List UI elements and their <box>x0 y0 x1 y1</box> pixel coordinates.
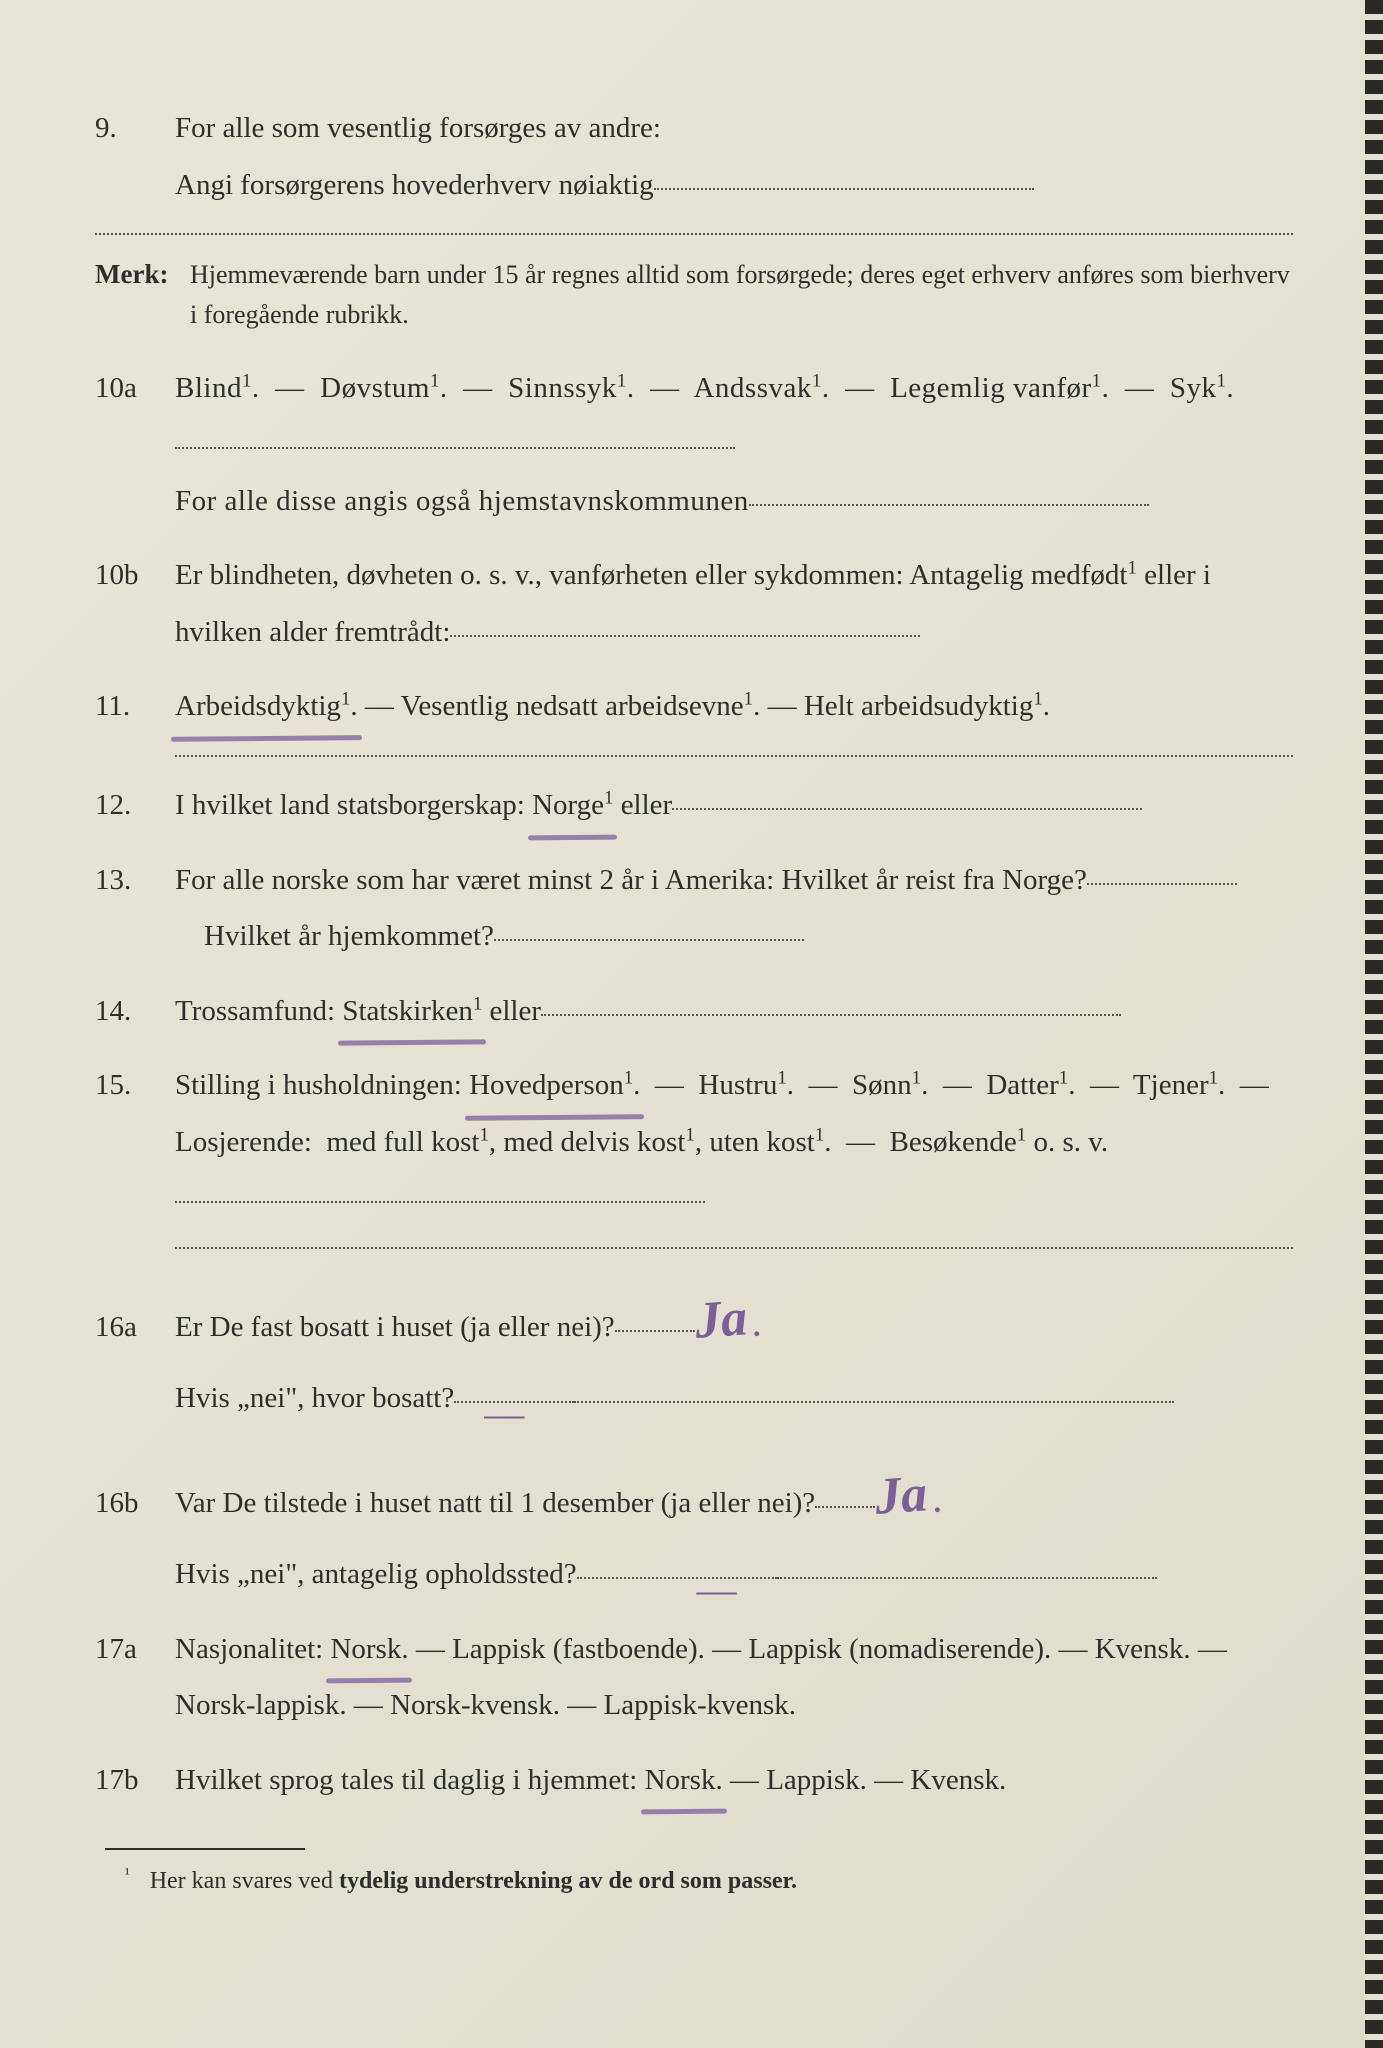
handwritten-dash: — <box>697 1551 737 1629</box>
q12-post: eller <box>613 789 672 821</box>
q-number: 9. <box>95 108 175 149</box>
fill-line <box>672 808 1142 810</box>
fill-line <box>574 1401 1174 1403</box>
fill-line <box>494 939 804 941</box>
question-16a: 16a Er De fast bosatt i huset (ja eller … <box>95 1269 1293 1427</box>
q9-line2: Angi forsørgerens hovederhverv nøiaktig <box>175 169 654 201</box>
handwritten-dash: — <box>484 1375 524 1453</box>
handwritten-dot: . <box>747 1298 762 1357</box>
question-12: 12. I hvilket land statsborgerskap: Norg… <box>95 777 1293 834</box>
q-body: For alle som vesentlig forsørges av andr… <box>175 100 1293 213</box>
perforation-edge <box>1365 0 1383 2048</box>
q13-part2: Hvilket år hjemkommet? <box>204 920 494 952</box>
question-9: 9. For alle som vesentlig forsørges av a… <box>95 100 1293 213</box>
fill-line <box>749 504 1149 506</box>
q15-pre: Stilling i husholdningen: <box>175 1069 469 1101</box>
q-body: Hvilket sprog tales til daglig i hjemmet… <box>175 1752 1293 1809</box>
question-10a: 10a Blind1. — Døvstum1. — Sinnssyk1. — A… <box>95 360 1293 530</box>
fill-line <box>654 188 1034 190</box>
q-number: 10a <box>95 368 175 409</box>
merk-label: Merk: <box>95 256 190 294</box>
q10a-tail: For alle disse angis også hjemstavnskomm… <box>175 485 749 517</box>
q16a-line2: Hvis „nei", hvor bosatt? <box>175 1382 454 1414</box>
q-number: 10b <box>95 555 175 596</box>
footnote-rule <box>105 1848 305 1850</box>
q13-line: For alle norske som har været minst 2 år… <box>175 864 1087 896</box>
fill-line <box>175 1201 705 1203</box>
q-body: Var De tilstede i huset natt til 1 desem… <box>175 1445 1293 1603</box>
q-body: Stilling i husholdningen: Hovedperson1. … <box>175 1057 1293 1227</box>
q16b-line2: Hvis „nei", antagelig opholdssted? <box>175 1558 577 1590</box>
q-body: Nasjonalitet: Norsk. — Lappisk (fastboen… <box>175 1621 1293 1734</box>
fill-line <box>777 1577 1157 1579</box>
q9-line1: For alle som vesentlig forsørges av andr… <box>175 112 661 144</box>
question-13: 13. For alle norske som har været minst … <box>95 852 1293 965</box>
q-body: Arbeidsdyktig1. — Vesentlig nedsatt arbe… <box>175 678 1293 735</box>
q-number: 11. <box>95 686 175 727</box>
fill-line <box>1087 883 1237 885</box>
q12-pre: I hvilket land statsborgerskap: <box>175 789 532 821</box>
q-number: 17a <box>95 1629 175 1670</box>
q-number: 17b <box>95 1760 175 1801</box>
q-body: I hvilket land statsborgerskap: Norge1 e… <box>175 777 1293 834</box>
fill-line-full <box>175 755 1293 757</box>
fill-line: — <box>454 1401 574 1403</box>
q-body: Blind1. — Døvstum1. — Sinnssyk1. — Andss… <box>175 360 1293 530</box>
q-number: 15. <box>95 1065 175 1106</box>
selected-option: Arbeidsdyktig1. <box>175 678 358 735</box>
fill-line: — <box>577 1577 777 1579</box>
fill-line-full <box>175 1247 1293 1249</box>
fill-line <box>815 1506 875 1508</box>
document-page: 9. For alle som vesentlig forsørges av a… <box>0 0 1383 2048</box>
q-number: 14. <box>95 991 175 1032</box>
q17a-pre: Nasjonalitet: <box>175 1633 330 1665</box>
handwritten-dot: . <box>927 1474 942 1533</box>
fill-line <box>541 1014 1121 1016</box>
question-17b: 17b Hvilket sprog tales til daglig i hje… <box>95 1752 1293 1809</box>
q14-post: eller <box>482 995 541 1027</box>
q10a-opts: Blind1. — Døvstum1. — Sinnssyk1. — Andss… <box>175 372 1234 404</box>
q-number: 16b <box>95 1483 175 1524</box>
fill-line <box>450 635 920 637</box>
merk-body: Hjemmeværende barn under 15 år regnes al… <box>190 255 1293 336</box>
footnote-marker: ¹ <box>125 1866 130 1883</box>
question-11: 11. Arbeidsdyktig1. — Vesentlig nedsatt … <box>95 678 1293 735</box>
selected-option: Hovedperson1. <box>469 1057 640 1114</box>
q16b-q: Var De tilstede i huset natt til 1 desem… <box>175 1487 815 1519</box>
question-10b: 10b Er blindheten, døvheten o. s. v., va… <box>95 547 1293 660</box>
q-number: 12. <box>95 785 175 826</box>
form-content: 9. For alle som vesentlig forsørges av a… <box>95 100 1293 1899</box>
selected-option: Norsk. <box>330 1621 408 1678</box>
fill-line <box>615 1330 695 1332</box>
footnote: ¹ Her kan svares ved tydelig understrekn… <box>125 1864 1293 1899</box>
q-number: 16a <box>95 1307 175 1348</box>
selected-option: Norsk. <box>645 1752 723 1809</box>
question-16b: 16b Var De tilstede i huset natt til 1 d… <box>95 1445 1293 1603</box>
q17b-pre: Hvilket sprog tales til daglig i hjemmet… <box>175 1764 645 1796</box>
footnote-bold: tydelig understrekning av de ord som pas… <box>339 1868 797 1894</box>
question-17a: 17a Nasjonalitet: Norsk. — Lappisk (fast… <box>95 1621 1293 1734</box>
question-14: 14. Trossamfund: Statskirken1 eller <box>95 983 1293 1040</box>
q-body: Er blindheten, døvheten o. s. v., vanfør… <box>175 547 1293 660</box>
q11-rest: — Vesentlig nedsatt arbeidsevne1. — Helt… <box>358 690 1050 722</box>
q-body: Trossamfund: Statskirken1 eller <box>175 983 1293 1040</box>
fill-line <box>175 447 735 449</box>
selected-option: Statskirken1 <box>342 983 482 1040</box>
q16a-q: Er De fast bosatt i huset (ja eller nei)… <box>175 1311 615 1343</box>
q-body: For alle norske som har været minst 2 år… <box>175 852 1293 965</box>
q-body: Er De fast bosatt i huset (ja eller nei)… <box>175 1269 1293 1427</box>
q17b-rest: — Lappisk. — Kvensk. <box>723 1764 1007 1796</box>
footnote-pre: Her kan svares ved <box>150 1868 339 1894</box>
fill-line-full <box>95 233 1293 235</box>
handwritten-answer: Ja <box>872 1443 931 1548</box>
q-number: 13. <box>95 860 175 901</box>
handwritten-answer: Ja <box>691 1267 750 1372</box>
merk-note: Merk: Hjemmeværende barn under 15 år reg… <box>95 255 1293 336</box>
q14-pre: Trossamfund: <box>175 995 342 1027</box>
question-15: 15. Stilling i husholdningen: Hovedperso… <box>95 1057 1293 1227</box>
selected-option: Norge1 <box>532 777 613 834</box>
